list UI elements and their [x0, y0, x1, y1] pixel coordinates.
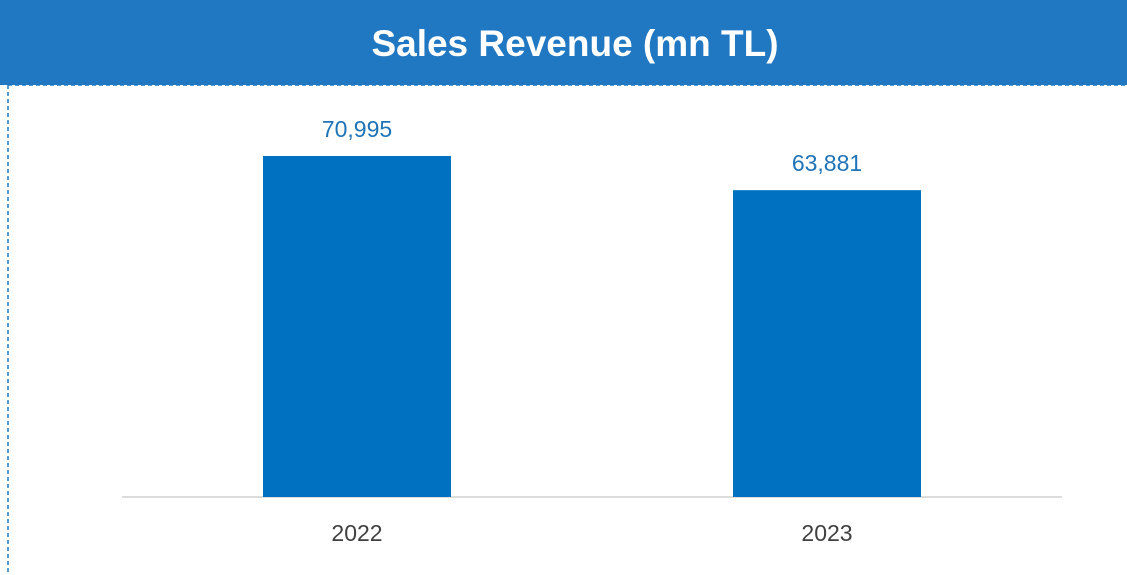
chart-title: Sales Revenue (mn TL)	[371, 23, 778, 64]
bar	[733, 190, 921, 497]
bar	[263, 156, 451, 497]
x-tick-label: 2022	[331, 520, 382, 546]
data-label: 63,881	[792, 150, 862, 176]
title-banner	[0, 0, 1127, 85]
x-tick-label: 2023	[801, 520, 852, 546]
data-label: 70,995	[322, 116, 392, 142]
